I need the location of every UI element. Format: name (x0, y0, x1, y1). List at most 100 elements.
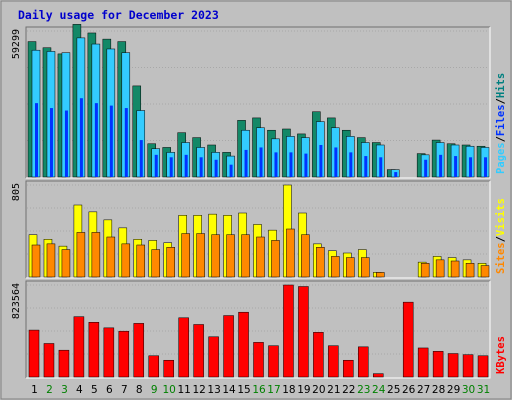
day-label: 8 (136, 384, 143, 396)
bar-files (289, 152, 293, 177)
bar-sites (480, 265, 490, 278)
bar-files (229, 164, 233, 177)
bar-sites (465, 263, 475, 278)
bar-files (244, 149, 248, 177)
bar-kbytes (118, 330, 130, 378)
bar-sites (211, 234, 220, 278)
bar-files (259, 147, 263, 177)
bar-kbytes (432, 351, 444, 378)
day-label: 3 (61, 384, 68, 396)
legend-entry: Files (495, 104, 507, 136)
bar-sites (286, 228, 295, 278)
bar-files (364, 156, 368, 177)
day-label: 14 (222, 384, 236, 396)
bar-kbytes (28, 329, 40, 378)
bar-kbytes (447, 353, 459, 378)
bar-files (154, 154, 158, 177)
day-label: 20 (312, 384, 325, 396)
day-label: 26 (402, 384, 416, 396)
bar-sites (420, 263, 430, 278)
bar-kbytes (343, 359, 354, 378)
day-label: 18 (282, 384, 295, 396)
legend-entry: Hits (495, 73, 507, 98)
bar-kbytes (43, 343, 55, 378)
day-label: 12 (192, 384, 205, 396)
bar-sites (91, 232, 101, 278)
bar-kbytes (313, 332, 324, 378)
bar-kbytes (238, 311, 249, 378)
legend: Pages/Files/Hits (495, 73, 507, 174)
bar-kbytes (402, 301, 414, 378)
bar-sites (46, 243, 56, 278)
bar-files (439, 154, 443, 177)
day-label: 5 (91, 384, 98, 396)
panel-border-dark (25, 26, 490, 178)
y-max-label: 823564 (11, 283, 22, 319)
bar-kbytes (133, 323, 145, 378)
bar-sites (121, 243, 131, 278)
day-label: 28 (432, 384, 445, 396)
bar-kbytes (253, 342, 264, 378)
bar-files (79, 98, 83, 177)
legend: Sites/Visits (495, 198, 507, 274)
panel-border-light (26, 281, 491, 379)
bar-sites (106, 236, 116, 278)
bar-sites (301, 234, 310, 278)
bar-files (484, 157, 488, 177)
day-label: 16 (252, 384, 266, 396)
legend-entry: Pages (495, 142, 507, 174)
bar-sites (435, 259, 445, 278)
panel-sites-visits: 805 Sites/Visits (11, 180, 507, 279)
panel-border-light (26, 27, 491, 179)
bar-sites (61, 249, 71, 278)
day-label: 21 (327, 384, 340, 396)
bar-sites (166, 247, 175, 278)
bar-files (64, 110, 68, 177)
day-label: 29 (447, 384, 460, 396)
bar-files (454, 156, 458, 177)
bar-files (304, 153, 308, 177)
day-label: 24 (372, 384, 386, 396)
day-labels: 1 2 3 4 5 6 7 8 9 10 11 12 13 14 15 16 17 18 19 20 21 22 23 24 2… (31, 384, 490, 396)
legend-entry: Visits (495, 198, 507, 236)
y-max-label: 59299 (11, 29, 22, 59)
day-label: 7 (121, 384, 128, 396)
day-label: 9 (151, 384, 158, 396)
bar-sites (331, 256, 340, 278)
bar-kbytes (178, 317, 189, 378)
bar-files (184, 154, 188, 177)
bar-kbytes (58, 349, 70, 378)
day-label: 22 (342, 384, 355, 396)
day-label: 10 (163, 384, 176, 396)
bar-files (124, 108, 128, 177)
bar-sites (271, 240, 280, 278)
day-label: 19 (297, 384, 310, 396)
bar-files (35, 103, 38, 177)
bar-files (109, 105, 113, 177)
day-label: 1 (31, 384, 38, 396)
day-label: 27 (417, 384, 430, 396)
bar-kbytes (73, 316, 85, 378)
bar-sites (376, 272, 385, 278)
bar-files (334, 147, 338, 177)
bar-sites (256, 236, 265, 278)
bar-kbytes (88, 322, 100, 378)
legend-entry: / (495, 236, 507, 242)
bar-files (94, 103, 98, 177)
bar-kbytes (417, 347, 429, 378)
bar-kbytes (283, 284, 294, 378)
panel-pages-files-hits: 59299 Pages/Files/Hits (11, 24, 507, 179)
y-max-label: 805 (11, 183, 22, 201)
bar-kbytes (148, 355, 159, 378)
bar-files (274, 152, 278, 177)
bar-kbytes (163, 359, 174, 378)
bar-files (139, 140, 143, 177)
bar-files (469, 157, 473, 177)
bar-kbytes (373, 373, 384, 378)
day-label: 31 (477, 384, 490, 396)
day-label: 13 (207, 384, 220, 396)
bar-files (199, 157, 203, 177)
